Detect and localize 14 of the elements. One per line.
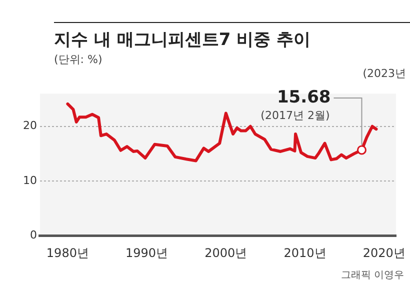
chart-title: 지수 내 매그니피센트7 비중 추이 <box>54 29 311 51</box>
annotation: 15.68 <box>276 87 331 108</box>
text: (2023년 <box>362 66 406 81</box>
annotation: (2017년 2월) <box>260 108 330 122</box>
x-tick-label: 1990년 <box>126 246 168 260</box>
y-tick-label: 20 <box>22 119 37 132</box>
x-tick-label: 2000년 <box>204 246 248 260</box>
x-tick-label: 2010년 <box>284 246 326 260</box>
x-tick-label: 2020년 <box>362 246 406 260</box>
chart-subtitle: (단위: %) <box>54 52 102 67</box>
y-tick-label: 10 <box>22 174 37 187</box>
y-tick-label: 0 <box>30 228 37 242</box>
text: 그래픽 이영우 <box>340 269 404 282</box>
x-tick-label: 1980년 <box>46 246 89 260</box>
